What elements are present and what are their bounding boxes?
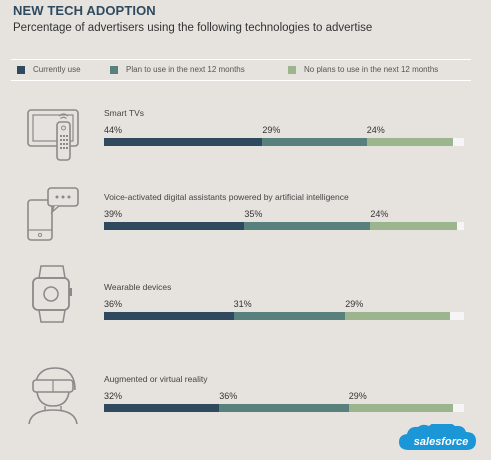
chart-subtitle: Percentage of advertisers using the foll… [13, 22, 373, 34]
bar-currently-use [104, 404, 220, 412]
legend-label-currently-use: Currently use [33, 65, 81, 74]
data-label-no-plans: 24% [370, 209, 389, 219]
legend-swatch-currently-use [17, 65, 25, 74]
bar-no-plans [366, 138, 454, 146]
legend-item-no-plans: No plans to use in the next 12 months [288, 65, 438, 74]
salesforce-logo: salesforce [399, 424, 476, 450]
category-label: Augmented or virtual reality [104, 374, 208, 384]
legend-item-currently-use: Currently use [17, 65, 81, 74]
data-label-plan-to-use: 31% [233, 299, 252, 309]
chart-title: NEW TECH ADOPTION [13, 3, 156, 18]
bar-no-plans [345, 312, 450, 320]
data-label-plan-to-use: 35% [244, 209, 263, 219]
bar-no-plans [348, 404, 454, 412]
data-label-no-plans: 24% [366, 125, 385, 135]
legend-swatch-no-plans [288, 65, 296, 74]
bar-currently-use [104, 138, 263, 146]
salesforce-logo-text: salesforce [414, 436, 468, 448]
bar-currently-use [104, 222, 245, 230]
data-label-plan-to-use: 36% [219, 391, 238, 401]
smart-tv-icon [27, 109, 79, 161]
data-label-currently-use: 36% [104, 299, 123, 309]
smartphone-chat-icon [27, 187, 79, 241]
legend-label-no-plans: No plans to use in the next 12 months [304, 65, 439, 74]
data-label-currently-use: 39% [104, 209, 123, 219]
legend-swatch-plan-to-use [110, 65, 118, 74]
chart-row-ar-vr: Augmented or virtual reality 32% 36% 29% [0, 367, 491, 460]
smartwatch-icon [32, 265, 72, 323]
vr-headset-icon [28, 367, 78, 425]
data-label-currently-use: 32% [104, 391, 123, 401]
category-label: Smart TVs [104, 108, 144, 118]
data-label-no-plans: 29% [348, 391, 367, 401]
legend-item-plan-to-use: Plan to use in the next 12 months [110, 65, 245, 74]
chart-row-smart-tvs: Smart TVs 44% 29% 24% [0, 108, 491, 194]
legend-label-plan-to-use: Plan to use in the next 12 months [126, 65, 245, 74]
chart-row-voice-assistants: Voice-activated digital assistants power… [0, 187, 491, 278]
legend: Currently use Plan to use in the next 12… [11, 59, 471, 81]
data-label-plan-to-use: 29% [262, 125, 281, 135]
bar-plan-to-use [233, 312, 346, 320]
bar-plan-to-use [219, 404, 349, 412]
bar-currently-use [104, 312, 234, 320]
bar-no-plans [370, 222, 457, 230]
data-label-currently-use: 44% [104, 125, 123, 135]
category-label: Voice-activated digital assistants power… [104, 192, 349, 202]
category-label: Wearable devices [104, 282, 172, 292]
data-label-no-plans: 29% [345, 299, 364, 309]
bar-plan-to-use [262, 138, 367, 146]
bar-plan-to-use [244, 222, 371, 230]
chart-row-wearables: Wearable devices 36% 31% 29% [0, 265, 491, 368]
